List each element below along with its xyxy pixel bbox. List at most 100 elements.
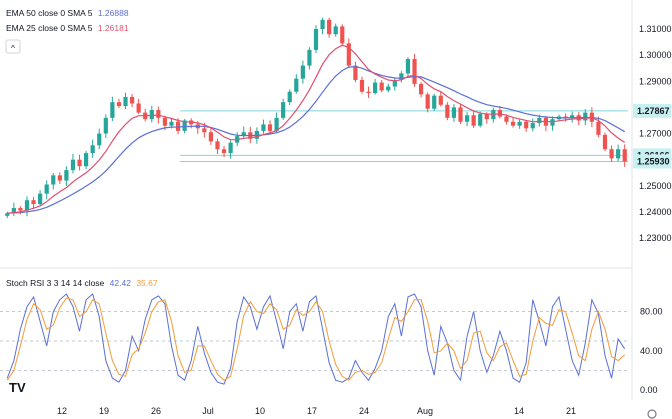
- candle-body: [583, 112, 588, 121]
- candle-body: [57, 175, 62, 181]
- candle: [510, 117, 516, 128]
- candle-body: [484, 113, 489, 120]
- price-tag[interactable]: [633, 103, 671, 118]
- candle-body: [458, 107, 463, 122]
- candle: [320, 17, 325, 35]
- candle: [221, 145, 227, 158]
- candle-body: [353, 65, 358, 80]
- candle: [215, 138, 220, 154]
- candle-body: [313, 28, 319, 50]
- candle-body: [129, 96, 135, 104]
- candle-body: [333, 26, 338, 35]
- price-tag-label: 1.25930: [637, 157, 670, 167]
- candle-body: [149, 110, 154, 120]
- candle-body: [110, 102, 115, 118]
- candle-body: [175, 121, 181, 131]
- candle-body: [202, 128, 207, 133]
- candle: [136, 98, 141, 115]
- ema25-legend[interactable]: EMA 25 close 0 SMA 5 1.26181: [6, 23, 129, 33]
- candle-body: [432, 95, 437, 109]
- candle: [129, 94, 135, 108]
- rsi-legend[interactable]: Stoch RSI 3 3 14 14 close 42.42 35.67: [6, 278, 158, 288]
- candle-body: [18, 208, 23, 211]
- candle: [464, 112, 470, 127]
- time-tick-label: 26: [151, 406, 161, 416]
- candle: [517, 119, 522, 129]
- candle: [373, 79, 378, 95]
- time-tick-label: 10: [255, 406, 265, 416]
- candle: [77, 154, 82, 171]
- rsi-d-value: 35.67: [136, 278, 158, 288]
- price-tag[interactable]: [633, 154, 671, 169]
- candle: [208, 127, 214, 145]
- candle: [359, 76, 365, 94]
- candle: [392, 77, 397, 91]
- candle: [405, 57, 411, 77]
- gear-icon[interactable]: [647, 409, 657, 419]
- price-axis[interactable]: 1.310001.300001.290001.280001.270001.260…: [633, 24, 672, 243]
- candle-body: [267, 124, 273, 131]
- candle: [458, 104, 463, 124]
- candle: [274, 112, 279, 134]
- candle-body: [11, 208, 16, 214]
- candle-body: [5, 213, 10, 216]
- rsi-axis[interactable]: 80.00 40.00 0.00: [640, 307, 663, 395]
- candle-body: [116, 102, 122, 107]
- candle: [550, 116, 555, 131]
- rsi-tick-label: 0.00: [640, 385, 658, 395]
- candle-body: [524, 121, 529, 129]
- candle: [386, 83, 391, 93]
- candle-body: [392, 79, 397, 87]
- candle: [366, 86, 371, 98]
- ema50-legend-value: 1.26888: [98, 8, 129, 18]
- candle: [497, 105, 503, 119]
- price-tick-label: 1.30000: [639, 50, 672, 60]
- candle: [64, 166, 69, 187]
- candle: [340, 24, 345, 47]
- candle-body: [103, 117, 108, 134]
- time-tick-label: Aug: [417, 406, 433, 416]
- candle: [307, 47, 312, 70]
- time-tick-label: 24: [359, 406, 369, 416]
- candle-body: [622, 149, 627, 162]
- time-axis[interactable]: 12 19 26 Jul 10 17 24 Aug 14 21: [57, 406, 576, 416]
- ema50-line[interactable]: [7, 65, 625, 214]
- price-tick-label: 1.23000: [639, 233, 672, 243]
- candle-body: [31, 200, 36, 205]
- candle-body: [616, 149, 621, 159]
- candle-body: [327, 19, 332, 35]
- candle-body: [44, 184, 49, 194]
- ema25-line[interactable]: [7, 44, 626, 214]
- candle-body: [241, 132, 246, 137]
- candle: [333, 23, 338, 37]
- ema25-legend-text: EMA 25 close 0 SMA 5: [6, 23, 93, 33]
- candle-body: [602, 134, 608, 150]
- candle: [313, 25, 319, 54]
- candle: [97, 128, 102, 150]
- candle-body: [438, 95, 443, 105]
- candle-body: [497, 110, 503, 117]
- candle-body: [208, 132, 214, 142]
- candle-body: [320, 19, 325, 29]
- candle-body: [386, 86, 391, 91]
- time-tick-label: Jul: [202, 406, 214, 416]
- candle: [116, 98, 122, 109]
- candle: [412, 54, 417, 87]
- candle-body: [510, 121, 516, 126]
- candle-body: [504, 116, 509, 122]
- rsi-d-line[interactable]: [6, 297, 626, 381]
- time-tick-label: 17: [307, 406, 317, 416]
- candle-body: [570, 115, 575, 118]
- legend-collapse-button[interactable]: [5, 39, 21, 54]
- candle-body: [373, 82, 378, 94]
- candle-body: [294, 78, 299, 92]
- candle: [24, 196, 30, 217]
- ema50-legend[interactable]: EMA 50 close 0 SMA 5 1.26888: [6, 8, 129, 18]
- candle: [425, 92, 430, 113]
- candle-body: [537, 117, 542, 124]
- candle: [281, 98, 286, 120]
- rsi-legend-text: Stoch RSI 3 3 14 14 close: [6, 278, 105, 288]
- candle-body: [300, 65, 305, 79]
- price-tick-label: 1.25000: [639, 181, 672, 191]
